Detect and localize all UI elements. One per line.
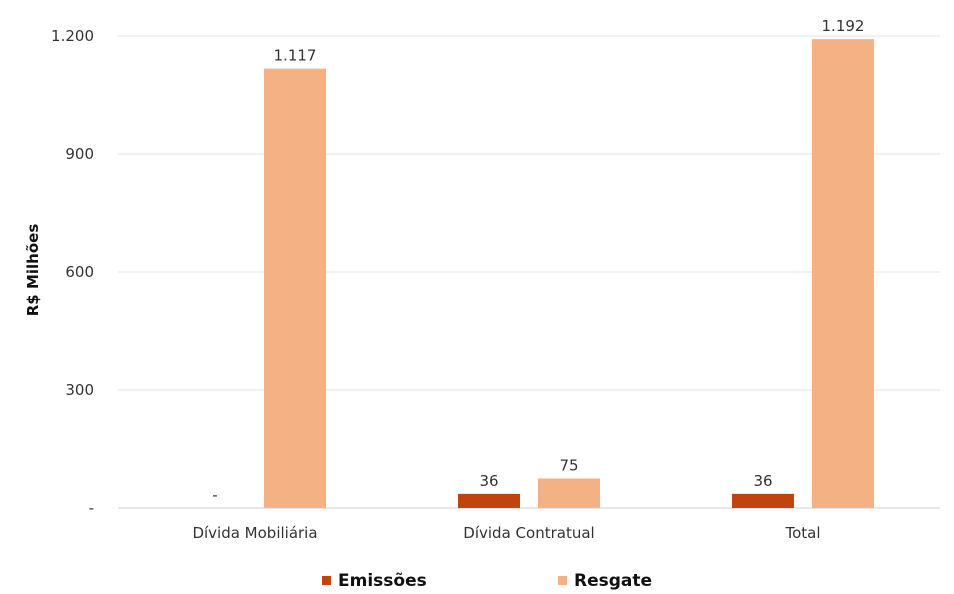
bar-resgate bbox=[812, 39, 874, 508]
bar-emissões bbox=[458, 493, 520, 508]
y-tick-label: - bbox=[89, 499, 94, 517]
data-label: - bbox=[212, 486, 217, 504]
gridlines bbox=[118, 35, 940, 509]
data-label: 36 bbox=[753, 472, 772, 490]
data-label: 1.117 bbox=[274, 47, 317, 65]
data-label: 1.192 bbox=[822, 17, 865, 35]
legend: Emissões Resgate bbox=[322, 571, 652, 591]
legend-label: Resgate bbox=[574, 571, 652, 591]
data-labels: - 1.117 36 75 36 1.192 bbox=[212, 17, 864, 504]
legend-label: Emissões bbox=[338, 571, 427, 591]
y-tick-label: 300 bbox=[65, 381, 94, 399]
x-category-label: Dívida Mobiliária bbox=[192, 524, 317, 542]
bar-emissões bbox=[732, 493, 794, 508]
x-category-label: Dívida Contratual bbox=[463, 524, 594, 542]
data-label: 36 bbox=[479, 472, 498, 490]
x-category-label: Total bbox=[784, 524, 820, 542]
y-axis-title: R$ Milhões bbox=[24, 224, 42, 317]
bar-resgate bbox=[538, 478, 600, 508]
y-tick-label: 600 bbox=[65, 263, 94, 281]
bars bbox=[264, 39, 874, 508]
legend-swatch bbox=[558, 576, 567, 585]
y-tick-label: 1.200 bbox=[51, 27, 94, 45]
y-tick-label: 900 bbox=[65, 145, 94, 163]
bar-resgate bbox=[264, 68, 326, 508]
y-axis-ticks: - 300 600 900 1.200 bbox=[51, 27, 94, 517]
x-axis-categories: Dívida Mobiliária Dívida Contratual Total bbox=[192, 524, 820, 542]
legend-swatch bbox=[322, 576, 331, 585]
data-label: 75 bbox=[559, 457, 578, 475]
